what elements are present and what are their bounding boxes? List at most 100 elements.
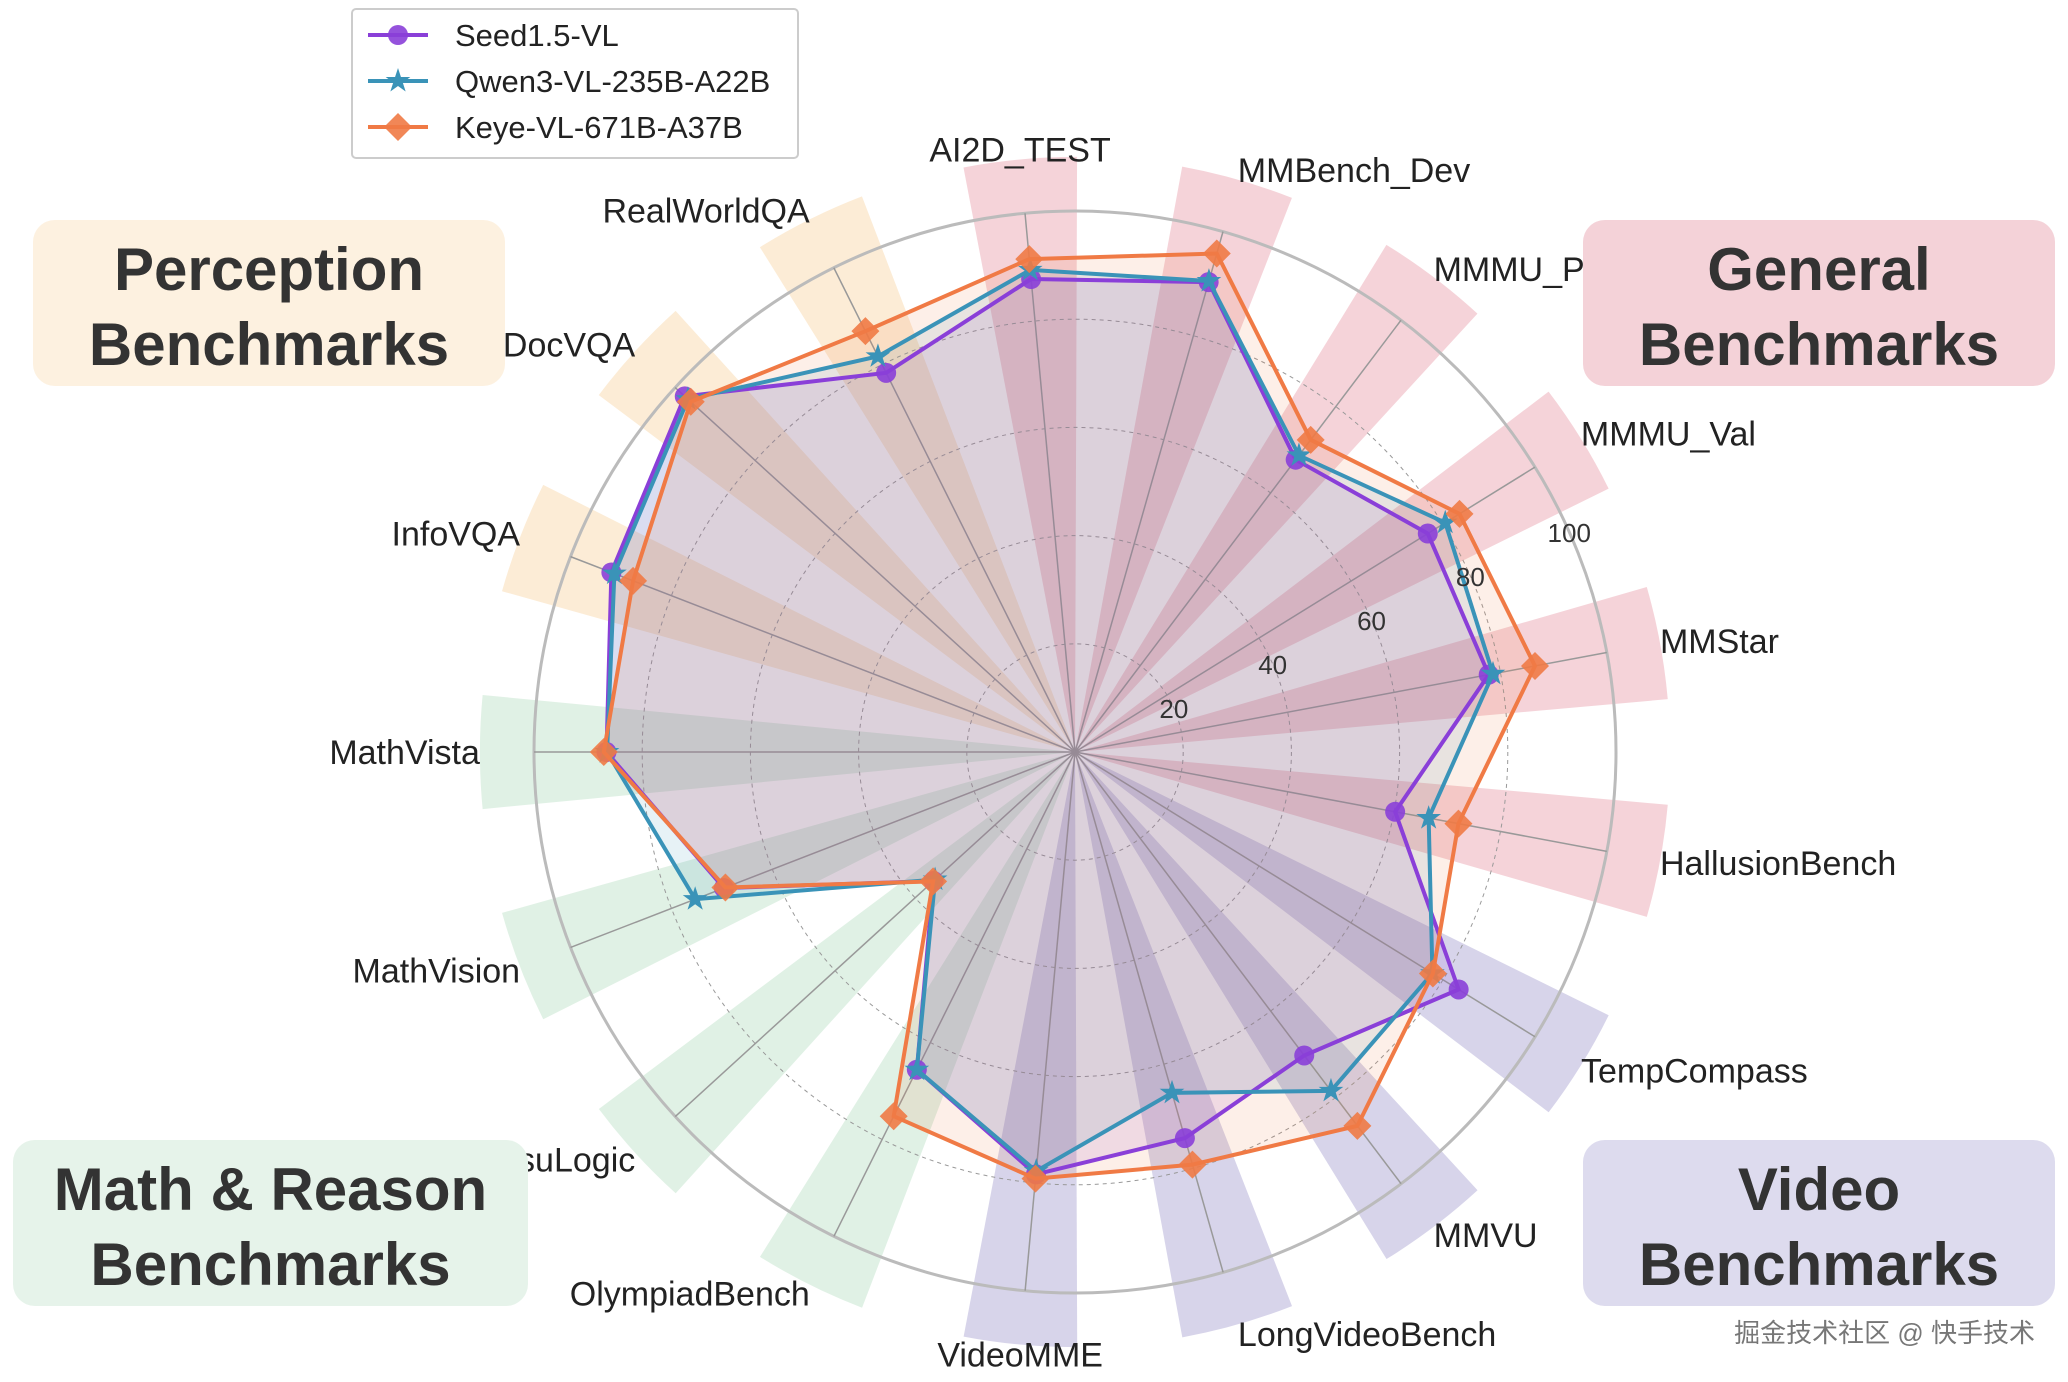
series-lines xyxy=(589,239,1549,1193)
legend-marker xyxy=(388,25,408,45)
axis-label: LongVideoBench xyxy=(1238,1316,1496,1354)
data-point-RealWorldQA xyxy=(876,362,897,383)
axis-label: DocVQA xyxy=(503,326,636,364)
data-point-MMMU_Val xyxy=(1445,499,1474,528)
wedge-MMVU xyxy=(1075,752,1478,1260)
data-point-MMMU_Pro xyxy=(1286,442,1312,466)
data-point-MMMU_Val xyxy=(1417,523,1438,544)
data-point-LongVideoBench xyxy=(1159,1079,1185,1104)
category-title: Math & Reason xyxy=(54,1156,487,1223)
data-point-MMVU xyxy=(1343,1111,1372,1140)
data-point-HallusionBench xyxy=(1444,809,1473,838)
category-title: Video xyxy=(1738,1156,1900,1223)
data-point-VideoMME xyxy=(1021,1164,1050,1193)
wedge-LongVideoBench xyxy=(1075,752,1293,1338)
legend-marker xyxy=(384,113,412,141)
ring-tick-label: 100 xyxy=(1548,518,1591,548)
data-point-MathVision xyxy=(682,886,708,910)
category-subtitle: Benchmarks xyxy=(90,1231,450,1298)
axis-labels: AI2D_TESTMMBench_DevMMMU_ProMMMU_ValMMSt… xyxy=(329,131,1896,1374)
data-point-MathVista xyxy=(589,738,618,767)
series-fill xyxy=(607,269,1493,1172)
wedge-DocVQA xyxy=(598,310,1075,752)
ring-tick-label: 80 xyxy=(1456,562,1485,592)
axis-line xyxy=(570,751,1076,949)
category-box xyxy=(13,1140,528,1306)
data-point-LongVideoBench xyxy=(1174,1128,1195,1149)
category-subtitle: Benchmarks xyxy=(1639,311,1999,378)
data-point-RealWorldQA xyxy=(865,343,891,367)
series-fills xyxy=(603,253,1535,1179)
data-point-InfoVQA xyxy=(602,560,627,585)
wedge-TempCompass xyxy=(1075,752,1609,1113)
data-point-MMBench_Dev xyxy=(1202,239,1231,268)
data-point-MMMU_Pro xyxy=(1296,425,1325,454)
axis-line xyxy=(1074,319,1402,753)
data-point-MathVision xyxy=(711,873,740,902)
data-point-OlympiadBench xyxy=(879,1102,908,1131)
series-fill xyxy=(606,279,1489,1175)
ring-tick-label: 60 xyxy=(1357,606,1386,636)
axis-line xyxy=(1074,751,1224,1273)
legend-label: Keye-VL-671B-A37B xyxy=(455,110,743,145)
axis-label: OlympiadBench xyxy=(570,1276,810,1314)
axis-line xyxy=(1024,751,1076,1291)
wedge-HallusionBench xyxy=(1075,752,1668,917)
data-point-MMStar xyxy=(1520,651,1549,680)
data-point-InfoVQA xyxy=(619,566,648,595)
category-title: Perception xyxy=(114,236,424,303)
watermark: 掘金技术社区 @ 快手技术 xyxy=(1734,1318,2035,1348)
axis-label: MathVision xyxy=(353,953,521,991)
data-point-AI2D_TEST xyxy=(1015,245,1044,274)
category-box xyxy=(1583,220,2055,386)
data-point-RealWorldQA xyxy=(851,317,880,346)
axis-label: MMBench_Dev xyxy=(1238,152,1470,190)
data-point-HallusionBench xyxy=(1416,805,1442,829)
ring-tick-labels: 20 40 60 80 100 xyxy=(1159,518,1591,724)
data-point-TempCompass xyxy=(1448,979,1469,1000)
wedge-MMMU_Pro xyxy=(1075,244,1478,753)
data-point-MMMU_Val xyxy=(1432,509,1458,534)
legend-label: Qwen3-VL-235B-A22B xyxy=(455,64,770,99)
ring-tick-label: 20 xyxy=(1159,694,1188,724)
category-title: General xyxy=(1707,236,1930,303)
legend-marker xyxy=(385,68,411,92)
axis-line xyxy=(674,751,1076,1118)
axis-line xyxy=(833,751,1076,1237)
wedge-OlympiadBench xyxy=(759,752,1075,1308)
axis-line xyxy=(833,267,1076,753)
legend-box xyxy=(351,8,799,159)
legend: Seed1.5-VL Qwen3-VL-235B-A22B Keye-VL-671B… xyxy=(351,8,799,159)
data-point-MMVU xyxy=(1318,1077,1344,1102)
data-point-HallusionBench xyxy=(1385,801,1406,822)
data-point-OlympiadBench xyxy=(904,1056,930,1081)
wedge-MMBench_Dev xyxy=(1075,166,1292,752)
category-subtitle: Benchmarks xyxy=(89,311,449,378)
category-box xyxy=(1583,1140,2055,1306)
axis-line xyxy=(1074,751,1607,853)
category-boxes: General Benchmarks Video Benchmarks Math & R… xyxy=(13,220,2055,1306)
axis-label: VideoMME xyxy=(937,1337,1103,1375)
axis-line xyxy=(1074,751,1402,1185)
grid-ring xyxy=(858,535,1292,969)
wedge-MMMU_Val xyxy=(1075,391,1609,752)
axis-label: InfoVQA xyxy=(392,515,521,553)
axis-line xyxy=(674,387,1076,753)
category-box xyxy=(33,220,505,386)
axis-line xyxy=(570,555,1076,753)
data-point-MMBench_Dev xyxy=(1196,268,1222,292)
data-point-DocVQA xyxy=(676,387,705,416)
data-point-TempCompass xyxy=(1418,959,1447,988)
wedge-RealWorldQA xyxy=(759,196,1075,753)
data-point-MMStar xyxy=(1480,660,1506,685)
series-line xyxy=(604,277,1491,1177)
wedge-InfoVQA xyxy=(502,484,1076,752)
axis-label: MMMU_Val xyxy=(1581,415,1756,453)
category-subtitle: Benchmarks xyxy=(1639,1231,1999,1298)
axis-label: AI2D_TEST xyxy=(929,131,1110,169)
axis-label: RealWorldQA xyxy=(602,192,810,230)
axis-line xyxy=(1024,213,1076,753)
grid xyxy=(532,209,1618,1295)
data-point-MMVU xyxy=(1294,1045,1315,1066)
series-line xyxy=(601,251,1538,1181)
